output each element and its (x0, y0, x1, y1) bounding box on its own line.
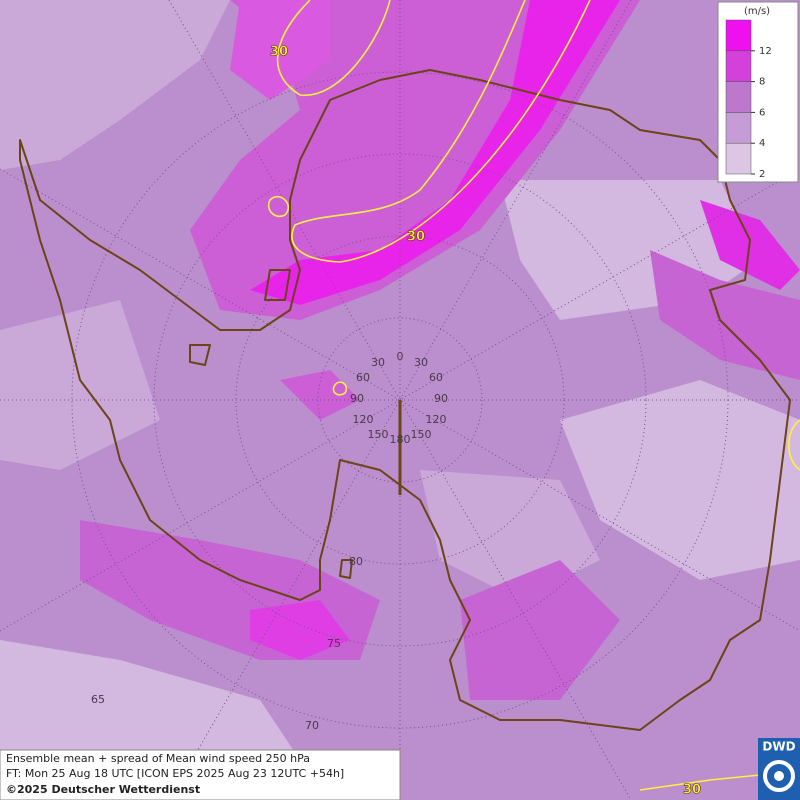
legend: (m/s) 2 4 6 8 12 (717, 1, 799, 183)
contour-label: 30 (407, 230, 425, 245)
meridian-label: 60 (429, 371, 443, 384)
logo-swirl (774, 771, 784, 781)
footer: Ensemble mean + spread of Mean wind spee… (0, 749, 401, 800)
strong-wind-area (230, 0, 330, 100)
legend-tick-label: 2 (759, 169, 765, 180)
legend-swatch (725, 19, 752, 52)
legend-tick-label: 6 (759, 107, 765, 118)
legend-unit: (m/s) (744, 6, 770, 17)
meridian-label: 30 (371, 356, 385, 369)
legend-swatch (725, 81, 752, 113)
logo-swirl (763, 760, 795, 792)
legend-swatch (725, 142, 752, 175)
footer-box (0, 749, 401, 800)
contour-label: 30 (270, 45, 288, 60)
legend-swatch (725, 50, 752, 82)
light-area (0, 0, 230, 170)
meridian-label: 150 (411, 428, 432, 441)
meridian-label: 0 (397, 350, 404, 363)
footer-line: Ensemble mean + spread of Mean wind spee… (6, 752, 310, 765)
legend-tick-label: 8 (759, 77, 765, 88)
meridian-label: 90 (434, 392, 448, 405)
meridian-label: 30 (414, 356, 428, 369)
meridian-label: 90 (350, 392, 364, 405)
light-area (0, 640, 300, 760)
legend-tick-label: 4 (759, 138, 765, 149)
footer-line: FT: Mon 25 Aug 18 UTC [ICON EPS 2025 Aug… (6, 767, 344, 780)
legend-tick-label: 12 (759, 46, 772, 57)
isotach-30 (267, 0, 800, 791)
strong-wind-area (460, 560, 620, 700)
meridian-label: 150 (368, 428, 389, 441)
logo-text: DWD (762, 740, 795, 754)
meridian-label: 120 (426, 413, 447, 426)
jet-core (250, 0, 620, 305)
meridian-label: 180 (390, 433, 411, 446)
meridian-label: 60 (356, 371, 370, 384)
latitude-label: 75 (327, 637, 341, 650)
footer-line: ©2025 Deutscher Wetterdienst (6, 783, 200, 796)
legend-swatch (725, 112, 752, 144)
latitude-label: 70 (305, 719, 319, 732)
contour-label: 30 (683, 783, 701, 798)
light-area (560, 380, 800, 580)
jet-core (250, 600, 350, 660)
latitude-label: 80 (349, 555, 363, 568)
latitude-label: 65 (91, 693, 105, 706)
meridian-label: 120 (353, 413, 374, 426)
light-area (0, 300, 160, 470)
dwd-logo: DWD (758, 738, 800, 800)
strong-wind-area (650, 250, 800, 380)
coastline (19, 69, 791, 731)
